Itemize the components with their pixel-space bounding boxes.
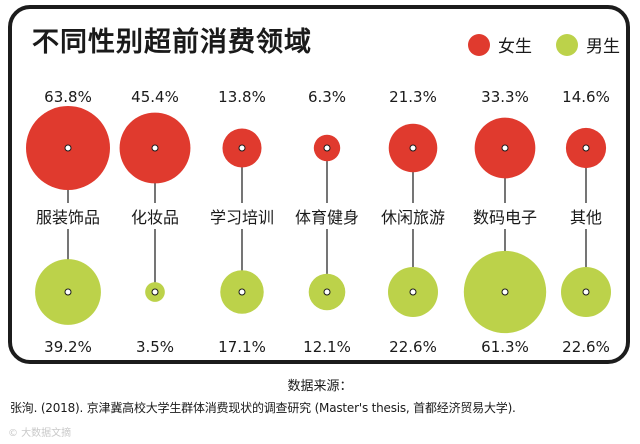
- legend-female: 女生: [468, 32, 532, 57]
- source-heading: 数据来源：: [287, 379, 353, 394]
- watermark: © 大数据文摘: [8, 428, 72, 439]
- legend-female-swatch: [468, 33, 490, 56]
- male-value-label: 61.3%: [481, 338, 529, 356]
- bubble-center-dot: [582, 288, 590, 296]
- female-value-label: 21.3%: [389, 88, 437, 106]
- chart-title: 不同性别超前消费领域: [32, 27, 312, 58]
- legend-male-swatch: [556, 33, 578, 56]
- bubble-center-dot: [501, 144, 509, 152]
- bubble-center-dot: [409, 288, 417, 296]
- category-label-bg: [287, 203, 367, 229]
- male-value-label: 12.1%: [303, 338, 351, 356]
- female-value-label: 14.6%: [562, 88, 610, 106]
- female-value-label: 33.3%: [481, 88, 529, 106]
- category-label: 数码电子: [473, 208, 537, 227]
- category-label: 体育健身: [295, 208, 359, 227]
- category-label-bg: [465, 203, 545, 229]
- bubble-center-dot: [238, 288, 246, 296]
- category-label-bg: [373, 203, 453, 229]
- female-value-label: 45.4%: [131, 88, 179, 106]
- legend-male-label: 男生: [586, 37, 620, 57]
- category-label-bg: [28, 203, 108, 229]
- bubble-center-dot: [64, 288, 72, 296]
- male-value-label: 17.1%: [218, 338, 266, 356]
- legend-female-label: 女生: [498, 37, 532, 57]
- category-label: 化妆品: [131, 208, 179, 227]
- category-label: 其他: [570, 208, 602, 227]
- female-value-label: 6.3%: [308, 88, 346, 106]
- legend-male: 男生: [556, 32, 620, 57]
- category-label-bg: [202, 203, 282, 229]
- female-value-label: 63.8%: [44, 88, 92, 106]
- category-label: 学习培训: [210, 208, 274, 227]
- bubble-center-dot: [409, 144, 417, 152]
- bubble-center-dot: [151, 288, 159, 296]
- bubble-center-dot: [582, 144, 590, 152]
- female-value-label: 13.8%: [218, 88, 266, 106]
- category-label-bg: [546, 203, 626, 229]
- source-citation: 张洵. (2018). 京津冀高校大学生群体消费现状的调查研究 (Master'…: [10, 401, 516, 415]
- male-value-label: 22.6%: [389, 338, 437, 356]
- male-value-label: 3.5%: [136, 338, 174, 356]
- bubble-center-dot: [64, 144, 72, 152]
- bubble-center-dot: [323, 144, 331, 152]
- bubble-center-dot: [238, 144, 246, 152]
- bubble-center-dot: [151, 144, 159, 152]
- bubble-center-dot: [501, 288, 509, 296]
- bubble-center-dot: [323, 288, 331, 296]
- category-label: 休闲旅游: [381, 208, 445, 227]
- category-label: 服装饰品: [36, 208, 100, 227]
- male-value-label: 22.6%: [562, 338, 610, 356]
- male-value-label: 39.2%: [44, 338, 92, 356]
- category-label-bg: [115, 203, 195, 229]
